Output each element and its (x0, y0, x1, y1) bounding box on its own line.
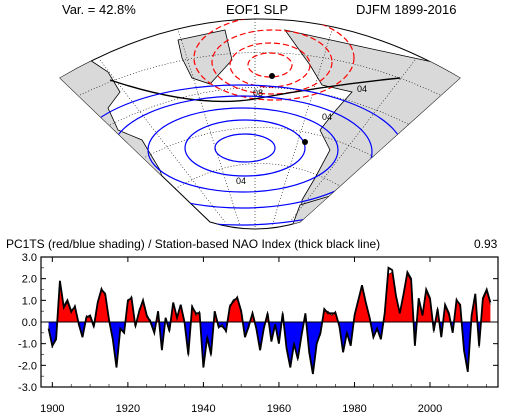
y-tick-label: 0.0 (22, 317, 37, 329)
map-title: EOF1 SLP (226, 2, 289, 17)
x-tick-label: 2000 (418, 403, 442, 415)
x-tick-label: 1900 (40, 403, 64, 415)
x-tick-label: 1940 (191, 403, 215, 415)
x-tick-label: 1980 (342, 403, 366, 415)
season-label: DJFM 1899-2016 (356, 2, 457, 17)
y-tick-label: 3.0 (22, 252, 37, 264)
y-tick-label: -3.0 (18, 382, 37, 394)
y-tick-label: -2.0 (18, 360, 37, 372)
pc1-positive-area (48, 272, 491, 322)
x-tick-label: 1960 (267, 403, 291, 415)
chart-title: PC1TS (red/blue shading) / Station-based… (6, 237, 381, 251)
y-tick-label: 2.0 (22, 274, 37, 286)
variance-label: Var. = 42.8% (62, 2, 136, 17)
x-tick-label: 1920 (116, 403, 140, 415)
nao-index-line (47, 266, 492, 375)
correlation-value: 0.93 (474, 237, 498, 251)
y-tick-label: 1.0 (22, 295, 37, 307)
y-tick-label: -1.0 (18, 339, 37, 351)
